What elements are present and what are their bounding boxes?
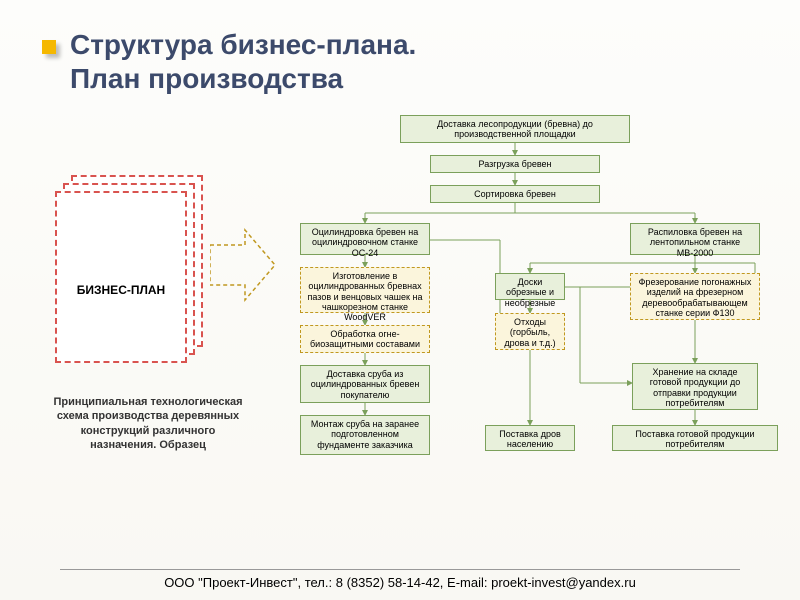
slide: Структура бизнес-плана.План производства… [0, 0, 800, 600]
title-bullet [42, 40, 56, 54]
node-saw: Распиловка бревен на лентопильном станке… [630, 223, 760, 255]
business-plan-label: БИЗНЕС-ПЛАН [63, 283, 179, 297]
page-title: Структура бизнес-плана.План производства [70, 28, 416, 95]
node-deliver-log: Доставка сруба из оцилиндрованных бревен… [300, 365, 430, 403]
node-waste: Отходы (горбыль, дрова и т.д.) [495, 313, 565, 350]
node-grooves: Изготовление в оцилиндрованных бревнах п… [300, 267, 430, 313]
node-assembly: Монтаж сруба на заранее подготовленном ф… [300, 415, 430, 455]
node-round: Оцилиндровка бревен на оцилиндровочном с… [300, 223, 430, 255]
footer-text: ООО "Проект-Инвест", тел.: 8 (8352) 58-1… [0, 575, 800, 590]
node-storage: Хранение на складе готовой продукции до … [632, 363, 758, 410]
node-boards: Доски обрезные и необрезные [495, 273, 565, 300]
node-sort: Сортировка бревен [430, 185, 600, 203]
arrow-right-icon [210, 225, 280, 305]
node-deliver-product: Поставка готовой продукции потребителям [612, 425, 778, 451]
flowchart: Доставка лесопродукции (бревна) до произ… [300, 115, 780, 550]
node-firewood: Поставка дров населению [485, 425, 575, 451]
diagram-caption: Принципиальная технологическая схема про… [48, 395, 248, 452]
node-delivery: Доставка лесопродукции (бревна) до произ… [400, 115, 630, 143]
node-milling: Фрезерование погонажных изделий на фрезе… [630, 273, 760, 320]
doc-frame: БИЗНЕС-ПЛАН [55, 191, 187, 363]
node-treat: Обработка огне-биозащитными составами [300, 325, 430, 353]
footer-divider [60, 569, 740, 570]
node-unload: Разгрузка бревен [430, 155, 600, 173]
business-plan-stack: БИЗНЕС-ПЛАН [55, 175, 205, 365]
